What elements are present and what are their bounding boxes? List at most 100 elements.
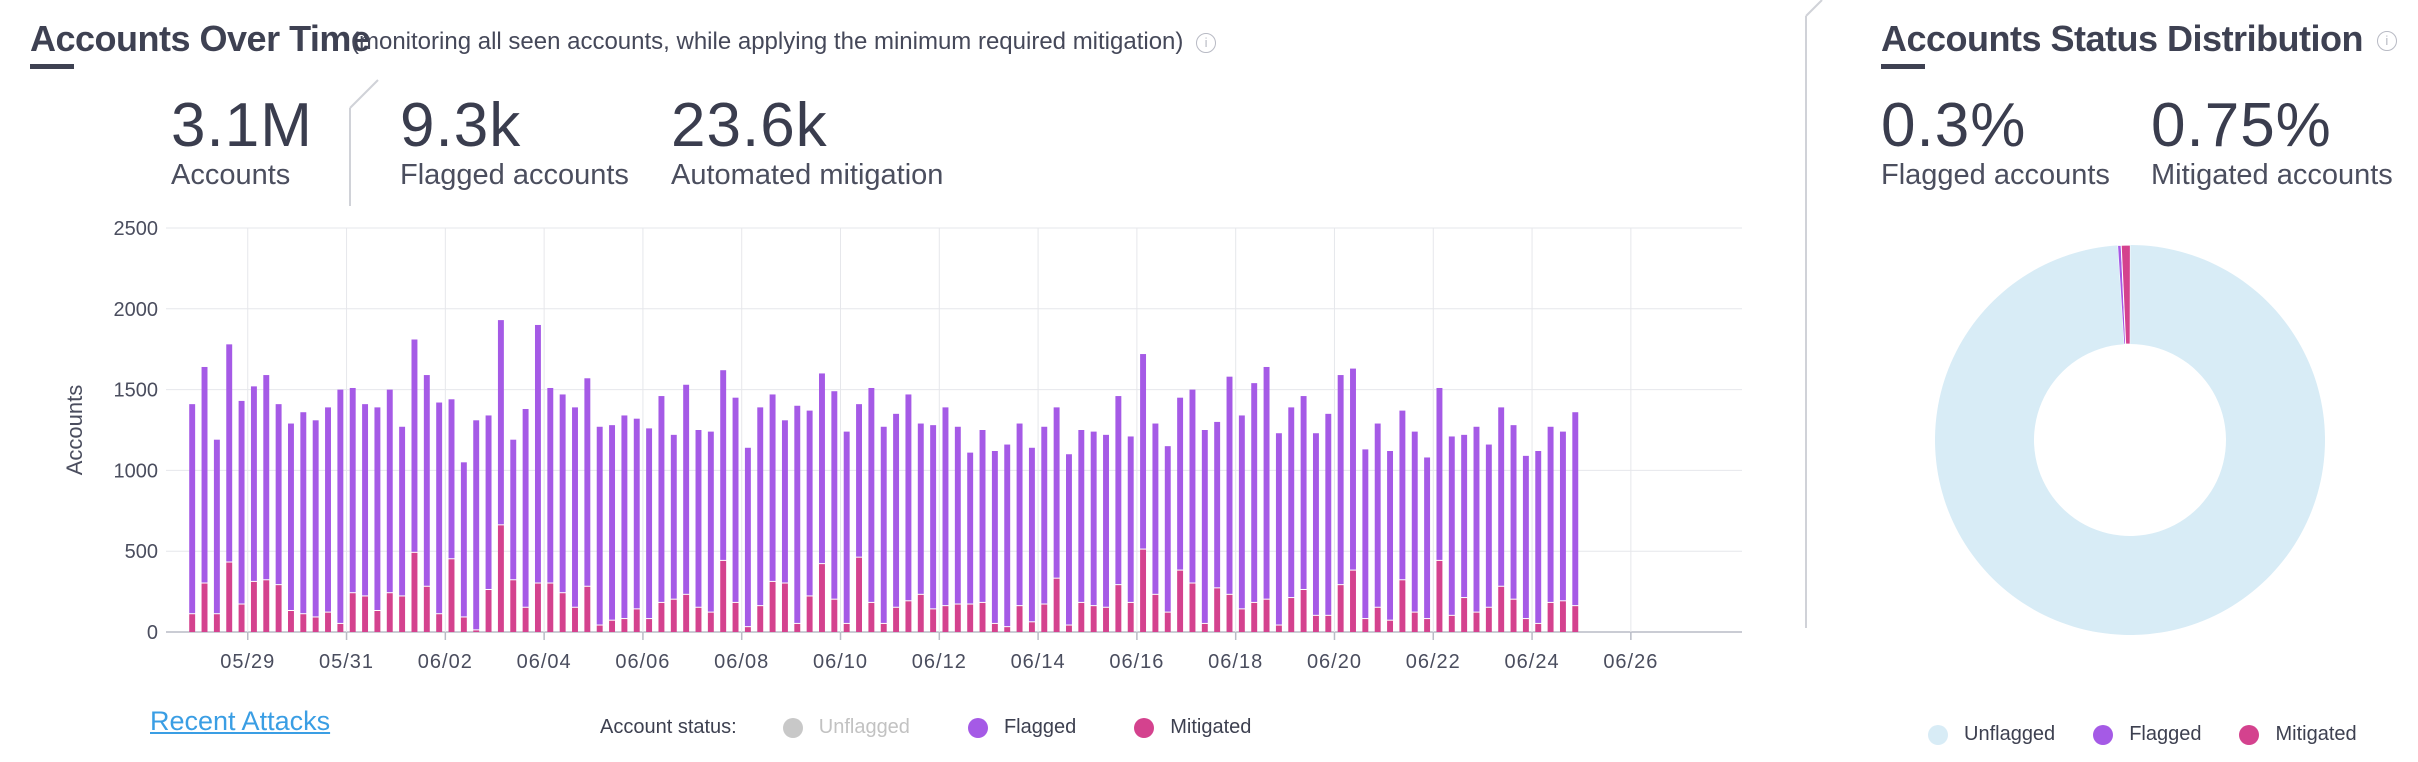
bar-mitigated[interactable] (288, 610, 294, 632)
bar-mitigated[interactable] (1275, 625, 1282, 632)
bar-flagged[interactable] (1473, 426, 1480, 612)
bar-flagged[interactable] (1090, 431, 1097, 606)
bar-mitigated[interactable] (460, 617, 467, 632)
bar-flagged[interactable] (1140, 354, 1147, 549)
bar-mitigated[interactable] (1498, 586, 1505, 632)
bar-flagged[interactable] (806, 410, 813, 596)
bar-mitigated[interactable] (1337, 585, 1344, 632)
bar-flagged[interactable] (534, 324, 541, 583)
bar-mitigated[interactable] (732, 602, 739, 632)
bar-mitigated[interactable] (1535, 623, 1542, 632)
bar-flagged[interactable] (374, 407, 381, 610)
bar-flagged[interactable] (312, 420, 319, 617)
bar-flagged[interactable] (288, 423, 294, 610)
bar-flagged[interactable] (1572, 412, 1579, 606)
bar-mitigated[interactable] (1424, 619, 1431, 632)
bar-flagged[interactable] (954, 426, 961, 604)
bar-flagged[interactable] (819, 373, 825, 564)
bar-flagged[interactable] (399, 426, 406, 596)
bar-mitigated[interactable] (497, 525, 504, 632)
bar-flagged[interactable] (559, 394, 566, 593)
bar-flagged[interactable] (547, 387, 554, 583)
bar-mitigated[interactable] (1127, 602, 1134, 632)
bar-flagged[interactable] (781, 420, 788, 583)
bar-flagged[interactable] (411, 339, 418, 552)
bar-flagged[interactable] (448, 399, 455, 559)
bar-mitigated[interactable] (559, 593, 566, 632)
bar-flagged[interactable] (794, 405, 801, 623)
bar-flagged[interactable] (386, 389, 393, 593)
bar-mitigated[interactable] (1041, 604, 1048, 632)
bar-flagged[interactable] (1424, 457, 1431, 619)
bar-flagged[interactable] (1053, 407, 1060, 578)
bar-mitigated[interactable] (683, 594, 690, 632)
bar-mitigated[interactable] (1177, 570, 1184, 632)
bar-mitigated[interactable] (1559, 601, 1566, 632)
bar-mitigated[interactable] (1572, 606, 1579, 632)
bar-flagged[interactable] (423, 375, 430, 586)
bar-flagged[interactable] (769, 394, 776, 581)
bar-flagged[interactable] (942, 407, 949, 606)
bar-flagged[interactable] (596, 426, 603, 625)
bar-mitigated[interactable] (1362, 619, 1369, 632)
bar-mitigated[interactable] (1201, 623, 1208, 632)
bar-mitigated[interactable] (572, 607, 578, 632)
bar-flagged[interactable] (1028, 447, 1035, 622)
bar-flagged[interactable] (695, 430, 702, 607)
bar-mitigated[interactable] (806, 596, 813, 632)
bar-mitigated[interactable] (510, 580, 517, 632)
bar-mitigated[interactable] (386, 593, 393, 632)
bar-flagged[interactable] (189, 404, 196, 614)
bar-flagged[interactable] (1510, 425, 1517, 599)
bar-mitigated[interactable] (473, 630, 480, 632)
bar-mitigated[interactable] (868, 602, 875, 632)
bar-mitigated[interactable] (1350, 570, 1356, 632)
bar-mitigated[interactable] (596, 625, 603, 632)
bar-mitigated[interactable] (201, 583, 208, 632)
bar-mitigated[interactable] (1448, 615, 1455, 632)
bar-flagged[interactable] (473, 420, 480, 630)
bar-mitigated[interactable] (967, 604, 974, 632)
bar-flagged[interactable] (1263, 366, 1270, 599)
bar-flagged[interactable] (1399, 410, 1406, 580)
bar-flagged[interactable] (1498, 407, 1505, 586)
bar-flagged[interactable] (263, 375, 270, 580)
bar-flagged[interactable] (460, 462, 467, 617)
bar-flagged[interactable] (349, 387, 356, 593)
bar-flagged[interactable] (856, 404, 862, 557)
bar-mitigated[interactable] (411, 552, 418, 632)
bar-mitigated[interactable] (942, 606, 949, 632)
bar-mitigated[interactable] (1510, 599, 1517, 632)
bar-flagged[interactable] (1164, 446, 1171, 612)
bar-flagged[interactable] (633, 418, 640, 609)
legend-unflagged[interactable]: Unflagged (782, 716, 910, 739)
bar-mitigated[interactable] (534, 583, 541, 632)
bar-flagged[interactable] (572, 407, 578, 607)
bar-flagged[interactable] (843, 431, 850, 623)
bar-mitigated[interactable] (781, 583, 788, 632)
bar-flagged[interactable] (930, 425, 937, 609)
bar-flagged[interactable] (497, 320, 504, 525)
bar-flagged[interactable] (1275, 433, 1282, 625)
bar-mitigated[interactable] (1115, 585, 1122, 632)
bar-mitigated[interactable] (1152, 594, 1159, 632)
bar-flagged[interactable] (362, 404, 369, 596)
bar-mitigated[interactable] (485, 589, 492, 632)
bar-mitigated[interactable] (1053, 578, 1060, 632)
bar-flagged[interactable] (1559, 431, 1566, 601)
bar-mitigated[interactable] (633, 609, 640, 632)
bar-mitigated[interactable] (1016, 606, 1023, 632)
bar-flagged[interactable] (683, 384, 690, 594)
bar-mitigated[interactable] (1214, 588, 1221, 632)
bar-flagged[interactable] (238, 400, 245, 604)
bar-flagged[interactable] (991, 451, 998, 623)
bar-flagged[interactable] (1214, 421, 1221, 588)
bar-mitigated[interactable] (1066, 625, 1072, 632)
bar-mitigated[interactable] (794, 623, 801, 632)
bar-mitigated[interactable] (1263, 599, 1270, 632)
bar-mitigated[interactable] (1103, 607, 1109, 632)
bar-flagged[interactable] (1288, 407, 1295, 598)
bar-mitigated[interactable] (1411, 612, 1418, 632)
bar-mitigated[interactable] (312, 617, 319, 632)
bar-flagged[interactable] (1115, 396, 1122, 585)
